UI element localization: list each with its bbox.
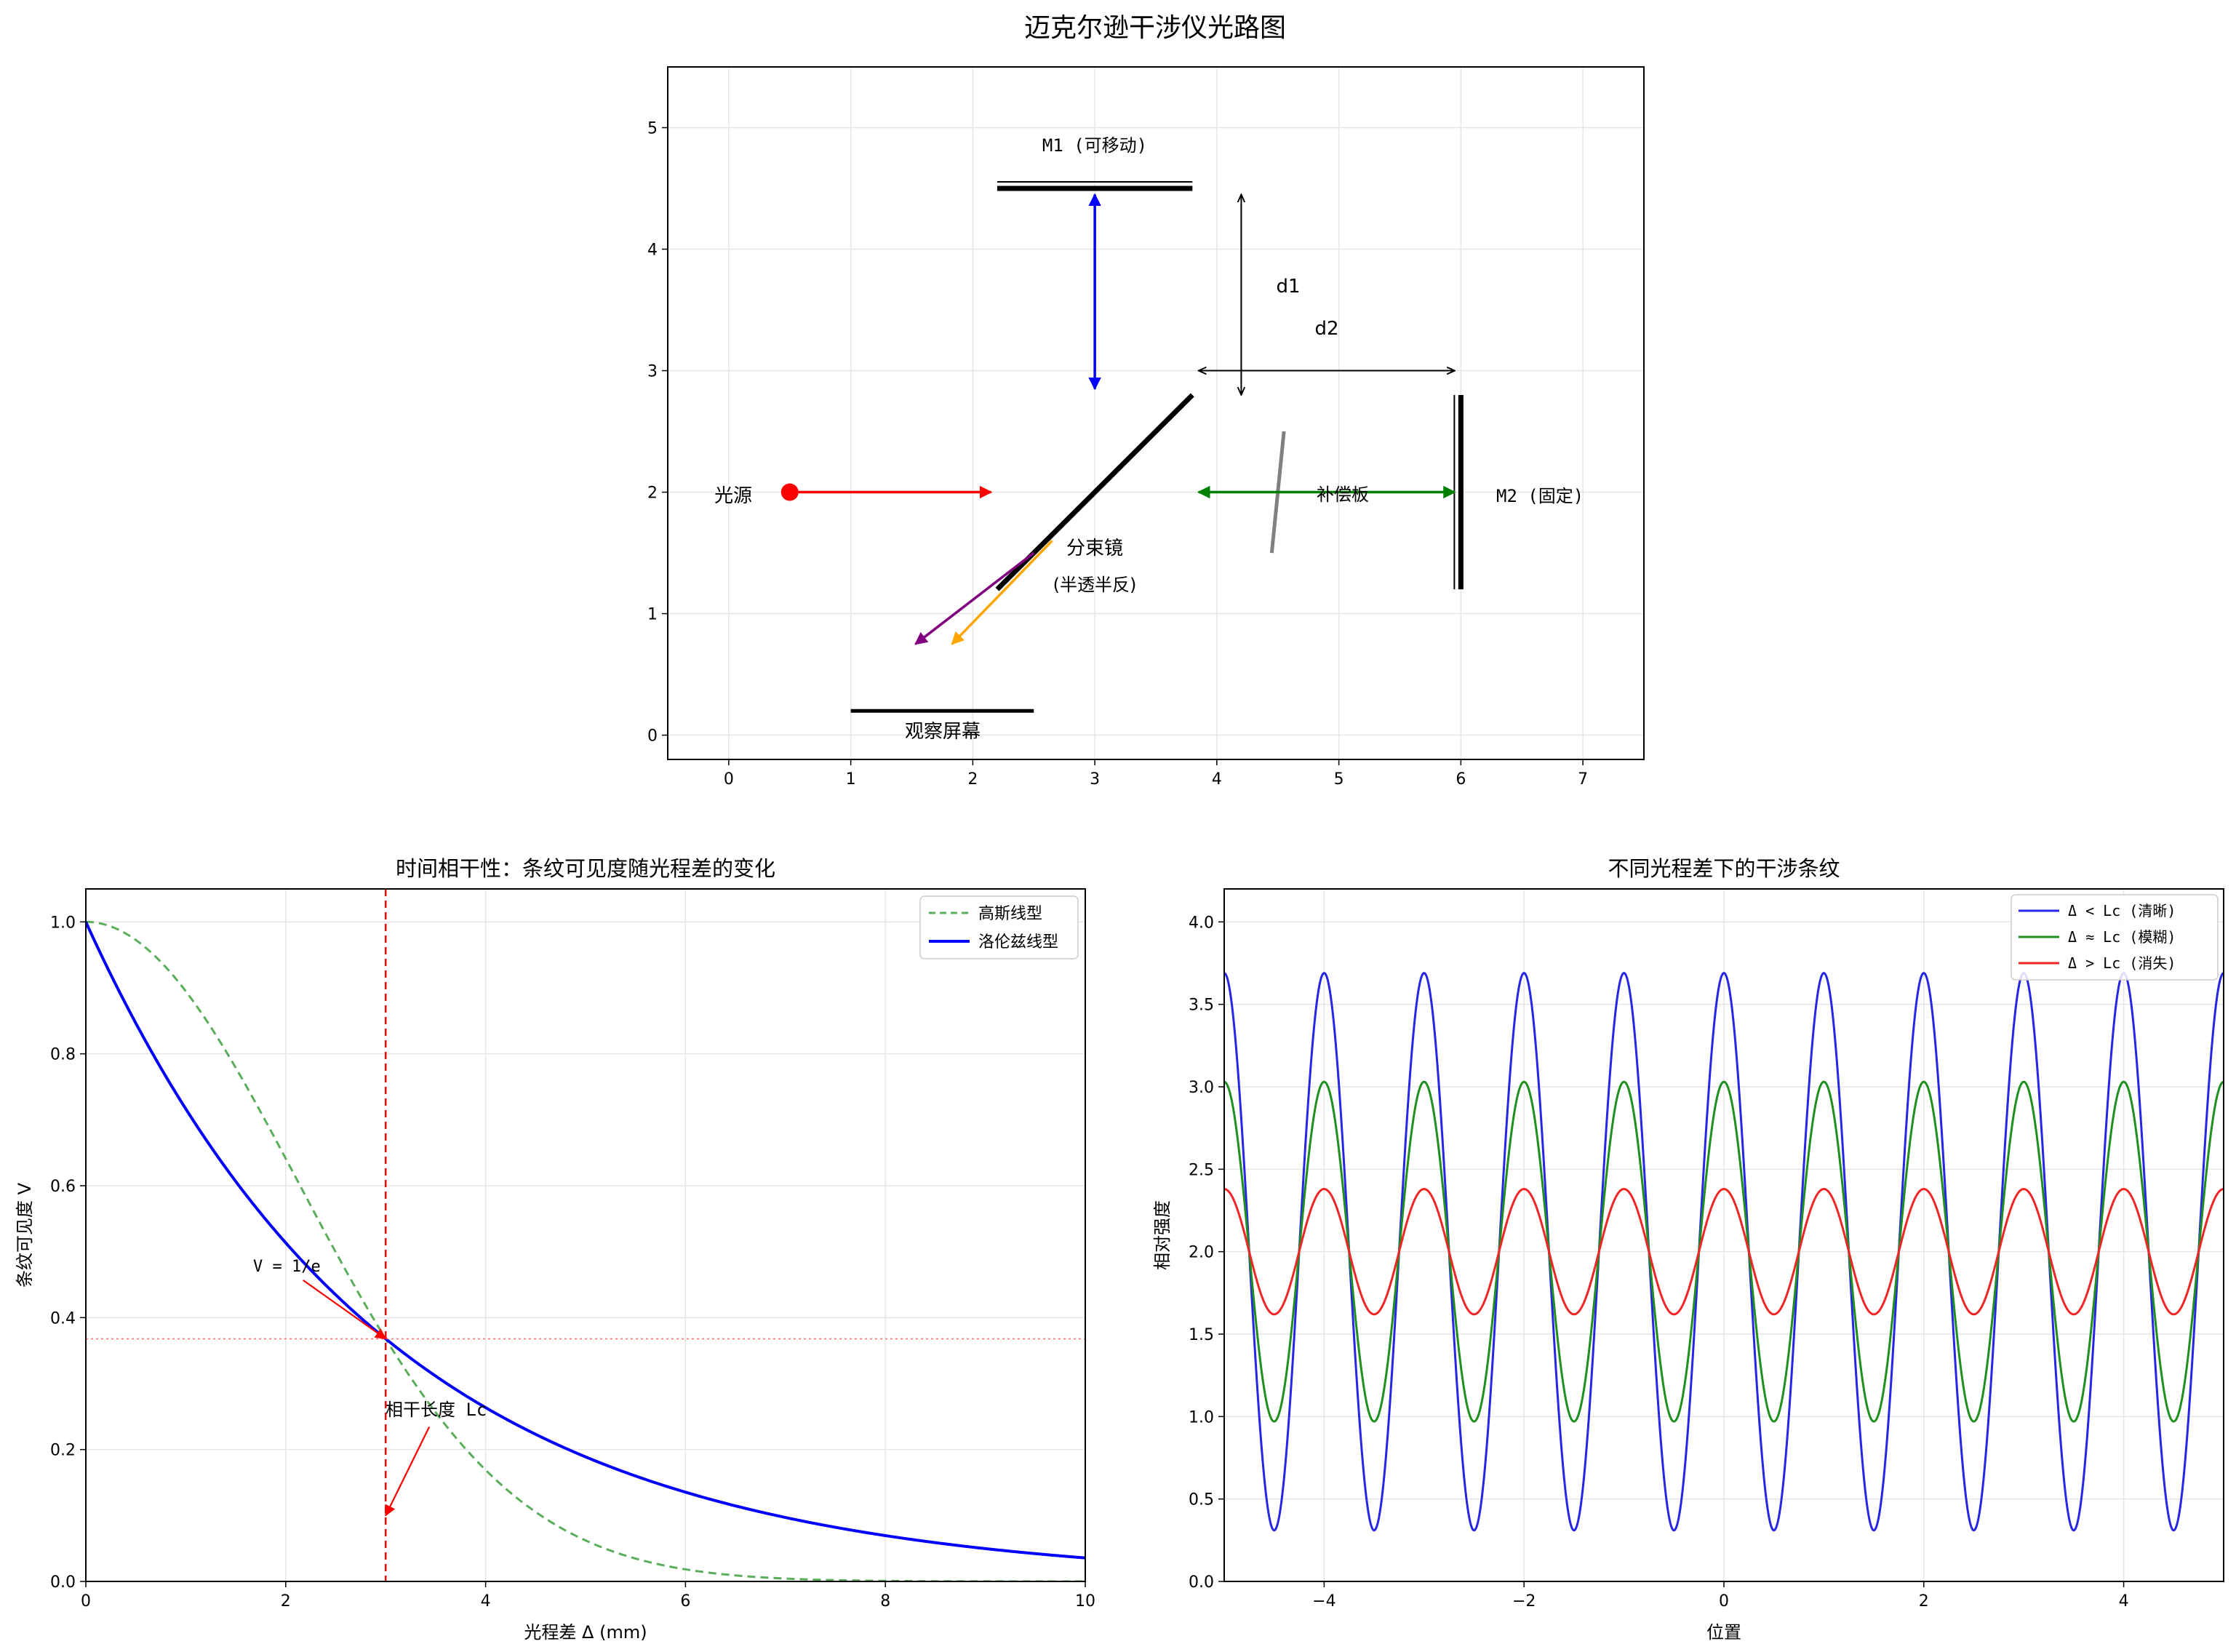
fringes-ytick-label: 1.0 <box>1189 1408 1214 1426</box>
fringes-ticks: −4 −2 0 2 4 0.0 0.5 1.0 1.5 2.0 2.5 3.0 3.5 4.0 <box>1189 914 2129 1611</box>
visibility-xtick-label: 4 <box>481 1592 491 1611</box>
fringes-grid <box>1224 889 2224 1582</box>
label-beamsplitter-sub: (半透半反) <box>1053 575 1137 595</box>
fringes-ytick-label: 0.0 <box>1189 1573 1214 1592</box>
fringes-ytick-label: 3.0 <box>1189 1079 1214 1097</box>
diagram-xtick-label: 0 <box>724 770 734 789</box>
visibility-ticks: 0 2 4 6 8 10 0.0 0.2 0.4 0.6 0.8 1.0 <box>50 914 1095 1611</box>
visibility-xlabel: 光程差 Δ (mm) <box>524 1622 647 1643</box>
fringes-xtick-label: 2 <box>1919 1592 1929 1611</box>
diagram-ticks: 0 1 2 3 4 5 6 7 0 1 2 3 4 5 <box>647 120 1588 789</box>
legend-clear-label: Δ < Lc (清晰) <box>2068 902 2176 919</box>
annotation-coherence-length: 相干长度 Lc <box>386 1400 487 1420</box>
visibility-ytick-label: 0.2 <box>50 1442 76 1460</box>
fringes-ytick-label: 2.0 <box>1189 1244 1214 1262</box>
visibility-plot-area <box>86 889 1085 1581</box>
diagram-xtick-label: 7 <box>1578 770 1588 789</box>
visibility-ytick-label: 0.8 <box>50 1046 76 1064</box>
visibility-xtick-label: 10 <box>1075 1592 1095 1611</box>
visibility-xtick-label: 0 <box>81 1592 91 1611</box>
fringes-title: 不同光程差下的干涉条纹 <box>1608 856 1840 881</box>
fringes-ytick-label: 3.5 <box>1189 997 1214 1015</box>
fringes-xtick-label: 4 <box>2119 1592 2129 1611</box>
diagram-xtick-label: 6 <box>1456 770 1466 789</box>
fringes-series-0 <box>1224 971 2224 1532</box>
diagram-ytick-label: 4 <box>647 242 658 260</box>
visibility-ytick-label: 0.6 <box>50 1178 76 1196</box>
visibility-legend: 高斯线型 洛伦兹线型 <box>919 895 1079 959</box>
label-screen: 观察屏幕 <box>905 721 981 743</box>
legend-vanished-label: Δ > Lc (消失) <box>2068 954 2176 972</box>
fringes-xtick-label: −2 <box>1512 1592 1536 1611</box>
diagram-xtick-label: 2 <box>967 770 978 789</box>
visibility-series-gaussian <box>86 920 1085 1581</box>
fringes-chart: −4 −2 0 2 4 0.0 0.5 1.0 1.5 2.0 2.5 3.0 3.5 4.0 不同光程差… <box>1152 856 2224 1643</box>
diagram-ytick-label: 3 <box>647 363 658 381</box>
visibility-frame <box>85 888 1086 1582</box>
visibility-series-lorentzian <box>86 921 1085 1560</box>
visibility-title: 时间相干性：条纹可见度随光程差的变化 <box>396 856 775 881</box>
interferometer-diagram: 0 1 2 3 4 5 6 7 0 1 2 3 4 5 光源 M1 (可移动) 分束镜 (半透半反) 补偿… <box>647 66 1645 789</box>
diagram-xtick-label: 5 <box>1334 770 1344 789</box>
fringes-ytick-label: 4.0 <box>1189 914 1214 932</box>
label-d1: d1 <box>1276 276 1300 298</box>
visibility-xtick-label: 8 <box>880 1592 890 1611</box>
visibility-ylabel: 条纹可见度 V <box>15 1182 35 1288</box>
diagram-frame <box>667 66 1645 760</box>
fringes-legend: Δ < Lc (清晰) Δ ≈ Lc (模糊) Δ > Lc (消失) <box>2011 894 2219 981</box>
label-beamsplitter: 分束镜 <box>1066 538 1123 559</box>
diagram-ytick-label: 2 <box>647 484 658 503</box>
label-source: 光源 <box>714 485 752 507</box>
diagram-arrows <box>789 193 1456 645</box>
visibility-ytick-label: 1.0 <box>50 914 76 932</box>
visibility-chart: 0 2 4 6 8 10 0.0 0.2 0.4 0.6 0.8 1.0 时间相干性：条纹可见度随光程… <box>15 856 1095 1643</box>
fringes-frame <box>1223 888 2224 1582</box>
label-m1: M1 (可移动) <box>1042 135 1147 156</box>
diagram-elements <box>780 181 1464 713</box>
legend-blurred-label: Δ ≈ Lc (模糊) <box>2068 928 2176 946</box>
fringes-series-2 <box>1224 1188 2224 1316</box>
legend-lorentzian-label: 洛伦兹线型 <box>978 933 1058 951</box>
fringes-ylabel: 相对强度 <box>1152 1200 1173 1270</box>
fringes-ytick-label: 2.5 <box>1189 1161 1214 1179</box>
annotation-arrow-0 <box>303 1279 387 1340</box>
visibility-ytick-label: 0.0 <box>50 1573 76 1592</box>
annotation-arrow-1 <box>385 1426 431 1517</box>
legend-gaussian-label: 高斯线型 <box>978 905 1042 923</box>
fringes-series-1 <box>1224 1080 2224 1423</box>
label-m2: M2 (固定) <box>1496 486 1584 506</box>
visibility-grid <box>85 889 1086 1582</box>
fringes-plot-area <box>1224 971 2224 1532</box>
label-d2: d2 <box>1314 318 1338 340</box>
diagram-xtick-label: 4 <box>1212 770 1222 789</box>
fringes-xtick-label: 0 <box>1719 1592 1729 1611</box>
fringes-xtick-label: −4 <box>1312 1592 1335 1611</box>
diagram-grid <box>668 67 1644 759</box>
visibility-ytick-label: 0.4 <box>50 1309 76 1328</box>
visibility-xtick-label: 6 <box>680 1592 690 1611</box>
annotation-1-over-e: V = 1/e <box>253 1258 321 1276</box>
fringes-ytick-label: 1.5 <box>1189 1326 1214 1344</box>
diagram-xtick-label: 3 <box>1090 770 1100 789</box>
visibility-xtick-label: 2 <box>281 1592 291 1611</box>
diagram-ytick-label: 1 <box>647 606 658 624</box>
fringes-ytick-label: 0.5 <box>1189 1491 1214 1509</box>
diagram-ytick-label: 0 <box>647 727 658 746</box>
fringes-xlabel: 位置 <box>1706 1622 1741 1643</box>
diagram-ytick-label: 5 <box>647 120 658 138</box>
beam-arrow-3 <box>951 540 1053 645</box>
label-compensator: 补偿板 <box>1317 484 1369 505</box>
diagram-xtick-label: 1 <box>846 770 856 789</box>
figure-title: 迈克尔逊干涉仪光路图 <box>1024 13 1286 43</box>
beam-arrow-4 <box>914 551 1035 645</box>
